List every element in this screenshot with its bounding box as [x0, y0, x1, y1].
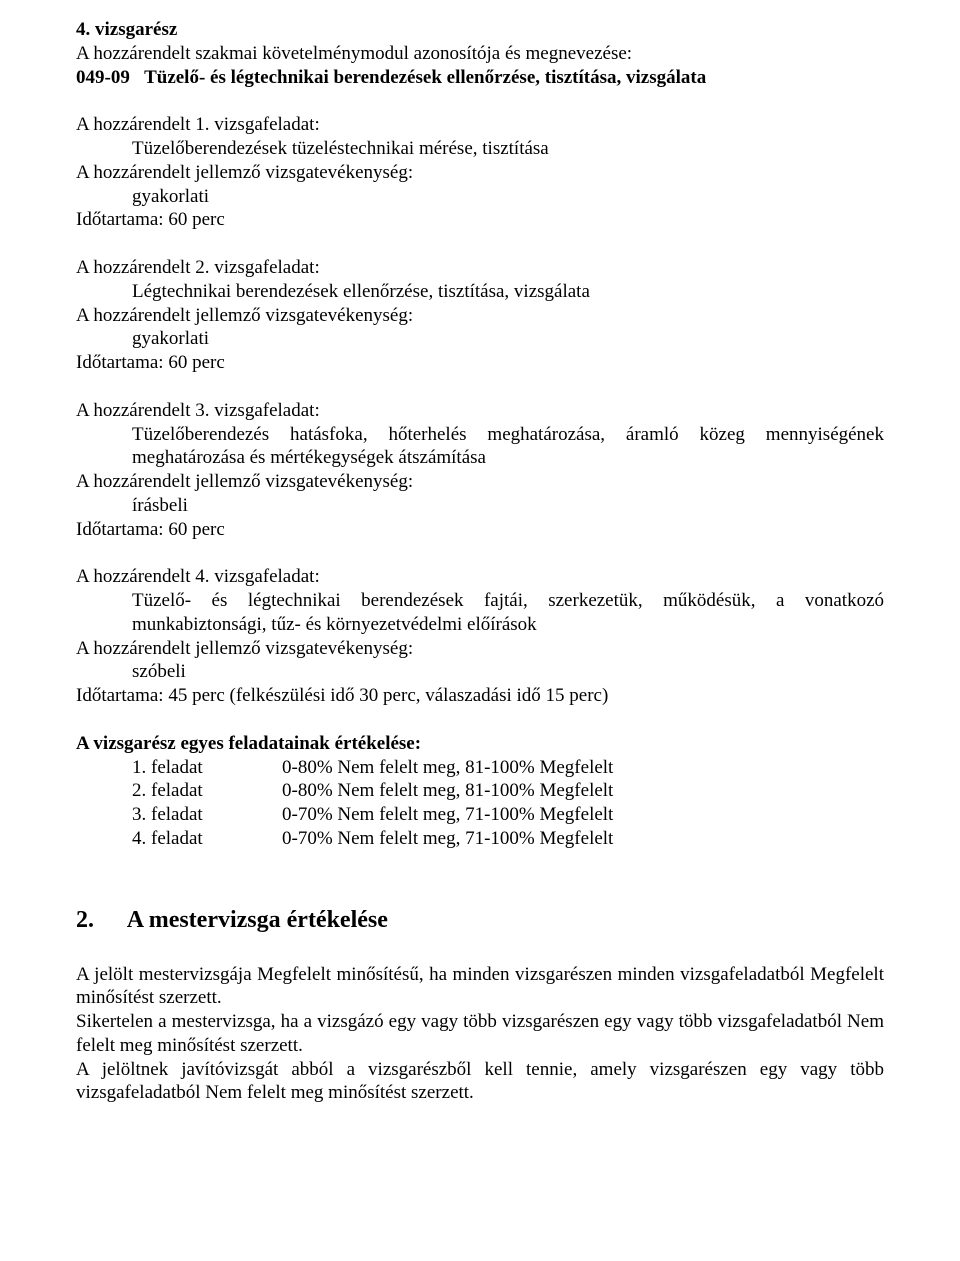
part-title: 4. vizsgarész: [76, 18, 884, 42]
task-activity-label: A hozzárendelt jellemző vizsgatevékenysé…: [76, 161, 884, 185]
evaluation-title: A vizsgarész egyes feladatainak értékelé…: [76, 732, 884, 756]
evaluation-row: 3. feladat 0-70% Nem felelt meg, 71-100%…: [132, 803, 884, 827]
section-2-heading: 2. A mestervizsga értékelése: [76, 905, 884, 935]
task-desc: Légtechnikai berendezések ellenőrzése, t…: [76, 280, 884, 304]
task-block: A hozzárendelt 3. vizsgafeladat: Tüzelőb…: [76, 399, 884, 542]
task-duration: Időtartama: 60 perc: [76, 351, 884, 375]
task-duration: Időtartama: 60 perc: [76, 518, 884, 542]
task-activity-label: A hozzárendelt jellemző vizsgatevékenysé…: [76, 470, 884, 494]
evaluation-row: 1. feladat 0-80% Nem felelt meg, 81-100%…: [132, 756, 884, 780]
section-2-number: 2.: [76, 905, 122, 935]
section-2-title: A mestervizsga értékelése: [127, 907, 388, 933]
part-header: 4. vizsgarész A hozzárendelt szakmai köv…: [76, 18, 884, 89]
task-duration: Időtartama: 60 perc: [76, 208, 884, 232]
evaluation-row: 4. feladat 0-70% Nem felelt meg, 71-100%…: [132, 827, 884, 851]
evaluation-row-value: 0-80% Nem felelt meg, 81-100% Megfelelt: [282, 779, 613, 803]
evaluation-row-label: 4. feladat: [132, 827, 282, 851]
task-desc: Tüzelőberendezések tüzeléstechnikai méré…: [76, 137, 884, 161]
task-activity: szóbeli: [76, 660, 884, 684]
task-activity-label: A hozzárendelt jellemző vizsgatevékenysé…: [76, 304, 884, 328]
module-intro: A hozzárendelt szakmai követelménymodul …: [76, 42, 884, 66]
task-block: A hozzárendelt 1. vizsgafeladat: Tüzelőb…: [76, 113, 884, 232]
module-line: 049-09 Tüzelő- és légtechnikai berendezé…: [76, 66, 884, 90]
task-activity: gyakorlati: [76, 327, 884, 351]
evaluation-list: 1. feladat 0-80% Nem felelt meg, 81-100%…: [76, 756, 884, 851]
task-activity-label: A hozzárendelt jellemző vizsgatevékenysé…: [76, 637, 884, 661]
evaluation-row-value: 0-70% Nem felelt meg, 71-100% Megfelelt: [282, 803, 613, 827]
task-block: A hozzárendelt 4. vizsgafeladat: Tüzelő-…: [76, 565, 884, 708]
task-lead: A hozzárendelt 2. vizsgafeladat:: [76, 256, 884, 280]
task-lead: A hozzárendelt 4. vizsgafeladat:: [76, 565, 884, 589]
task-lead: A hozzárendelt 3. vizsgafeladat:: [76, 399, 884, 423]
task-desc: Tüzelő- és légtechnikai berendezések faj…: [76, 589, 884, 637]
task-duration: Időtartama: 45 perc (felkészülési idő 30…: [76, 684, 884, 708]
module-name: Tüzelő- és légtechnikai berendezések ell…: [144, 67, 706, 88]
section-2: 2. A mestervizsga értékelése A jelölt me…: [76, 905, 884, 1106]
section-2-p1: A jelölt mestervizsgája Megfelelt minősí…: [76, 963, 884, 1011]
task-activity: gyakorlati: [76, 185, 884, 209]
evaluation-row: 2. feladat 0-80% Nem felelt meg, 81-100%…: [132, 779, 884, 803]
task-activity: írásbeli: [76, 494, 884, 518]
evaluation-row-value: 0-70% Nem felelt meg, 71-100% Megfelelt: [282, 827, 613, 851]
evaluation-row-label: 1. feladat: [132, 756, 282, 780]
evaluation-block: A vizsgarész egyes feladatainak értékelé…: [76, 732, 884, 851]
section-2-p2: Sikertelen a mestervizsga, ha a vizsgázó…: [76, 1010, 884, 1058]
evaluation-row-label: 3. feladat: [132, 803, 282, 827]
section-2-p3: A jelöltnek javítóvizsgát abból a vizsga…: [76, 1058, 884, 1106]
evaluation-row-value: 0-80% Nem felelt meg, 81-100% Megfelelt: [282, 756, 613, 780]
module-code: 049-09: [76, 67, 130, 88]
task-desc: Tüzelőberendezés hatásfoka, hőterhelés m…: [76, 423, 884, 471]
evaluation-row-label: 2. feladat: [132, 779, 282, 803]
task-lead: A hozzárendelt 1. vizsgafeladat:: [76, 113, 884, 137]
task-block: A hozzárendelt 2. vizsgafeladat: Légtech…: [76, 256, 884, 375]
